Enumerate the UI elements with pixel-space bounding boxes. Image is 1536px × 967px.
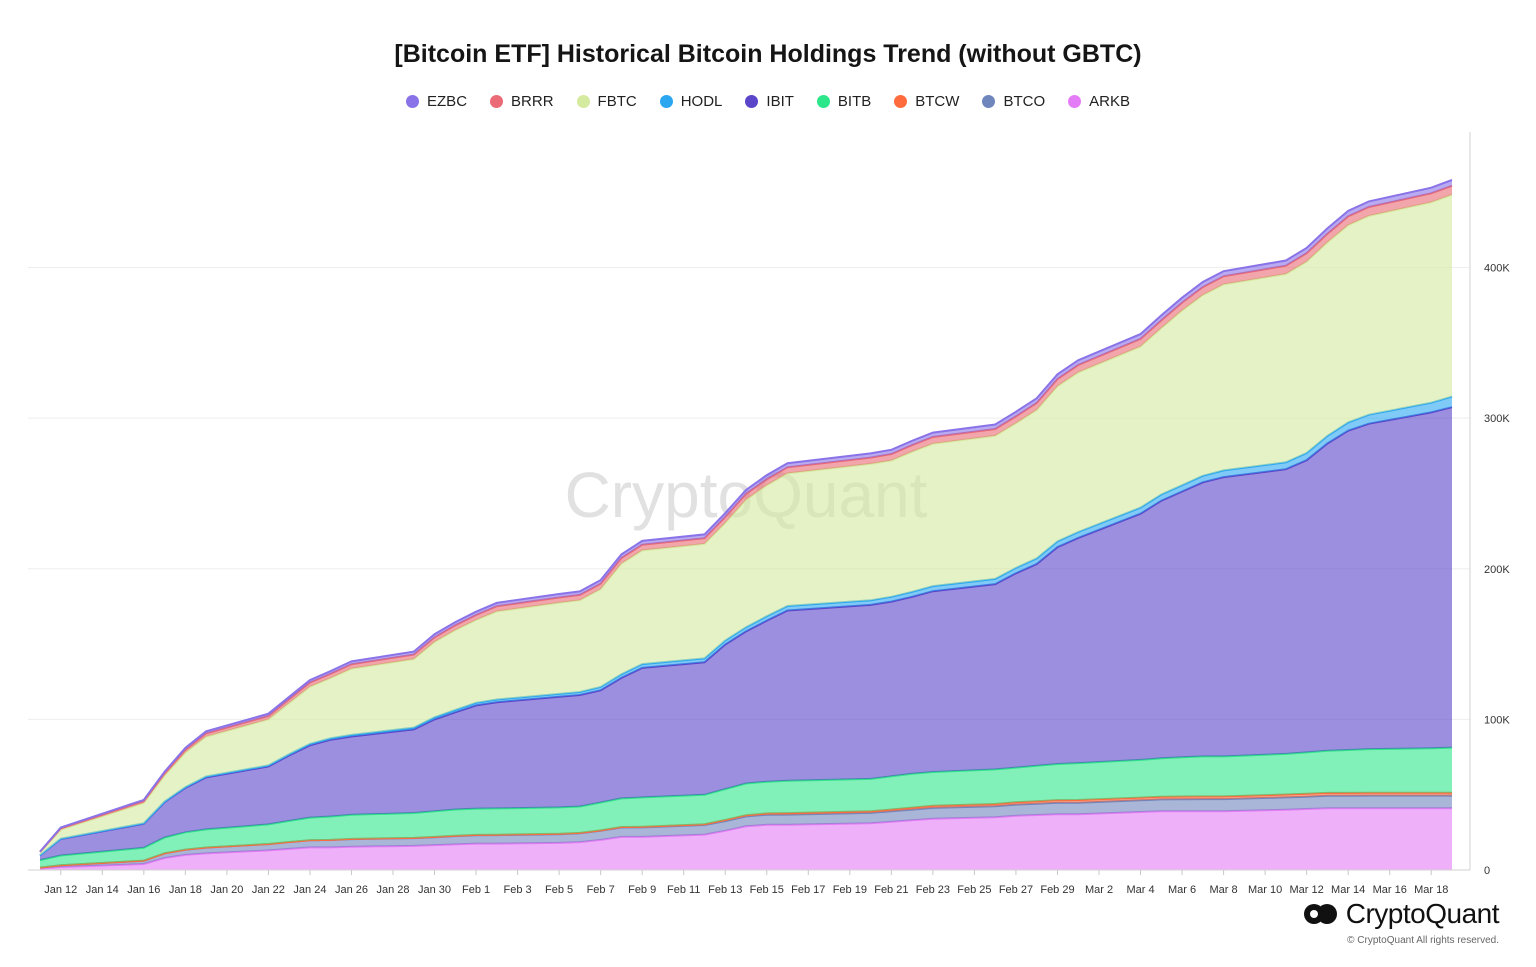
legend-item-arkb[interactable]: ARKB (1068, 93, 1130, 110)
x-tick-label: Feb 17 (791, 884, 825, 896)
x-tick-label: Feb 27 (999, 884, 1033, 896)
area-ibit[interactable] (40, 407, 1452, 861)
area-bitb[interactable] (40, 747, 1452, 868)
legend-label: EZBC (427, 93, 468, 110)
x-tick-label: Feb 3 (504, 884, 532, 896)
brand-logo[interactable]: CryptoQuant (1303, 898, 1500, 930)
x-tick-label: Jan 28 (376, 884, 409, 896)
x-tick-label: Mar 12 (1290, 884, 1324, 896)
y-tick-label: 100K (1484, 714, 1510, 726)
legend-label: BRRR (511, 93, 554, 110)
copyright: © CryptoQuant All rights reserved. (1347, 935, 1499, 946)
x-tick-label: Jan 18 (169, 884, 202, 896)
legend-swatch (745, 95, 759, 108)
legend-item-btco[interactable]: BTCO (982, 93, 1045, 110)
y-tick-label: 400K (1484, 263, 1510, 275)
legend-label: HODL (680, 93, 723, 110)
legend-label: BTCW (915, 93, 960, 110)
x-tick-label: Feb 15 (750, 884, 784, 896)
legend-label: FBTC (597, 93, 637, 110)
x-tick-label: Jan 26 (335, 884, 368, 896)
x-tick-label: Mar 14 (1331, 884, 1365, 896)
y-tick-label: 200K (1484, 564, 1510, 576)
line-ezbc (39, 179, 1453, 853)
legend-swatch (490, 95, 504, 108)
legend-label: BITB (837, 93, 872, 110)
x-tick-label: Mar 4 (1126, 884, 1154, 896)
x-tick-label: Mar 6 (1168, 884, 1196, 896)
x-tick-label: Feb 7 (587, 884, 615, 896)
area-series (39, 179, 1453, 870)
x-tick-label: Jan 22 (252, 884, 285, 896)
legend-label: IBIT (766, 93, 794, 110)
x-tick-label: Feb 1 (462, 884, 490, 896)
legend-swatch (659, 95, 673, 108)
brand-name: CryptoQuant (1345, 898, 1500, 929)
cryptoquant-logo-icon (1303, 902, 1338, 926)
x-tick-label: Feb 11 (667, 884, 700, 896)
legend-swatch (816, 95, 830, 108)
chart-title: [Bitcoin ETF] Historical Bitcoin Holding… (394, 40, 1142, 68)
area-arkb[interactable] (40, 808, 1452, 870)
legend-swatch (982, 95, 996, 108)
legend-swatch (406, 95, 420, 108)
legend-item-fbtc[interactable]: FBTC (576, 93, 637, 110)
legend-label: ARKB (1089, 93, 1130, 110)
legend-swatch (1068, 95, 1082, 108)
area-btco[interactable] (40, 795, 1452, 869)
legend-item-btcw[interactable]: BTCW (894, 93, 959, 110)
legend-item-bitb[interactable]: BITB (816, 93, 872, 110)
x-tick-label: Feb 29 (1040, 884, 1074, 896)
area-brrr[interactable] (40, 185, 1452, 853)
legend-swatch (894, 95, 908, 108)
legend-item-ibit[interactable]: IBIT (745, 93, 794, 110)
chart-legend: EZBC BRRR FBTC HODL IBIT BITB BTCW BTCO ARKB (0, 93, 1536, 110)
x-tick-label: Jan 12 (44, 884, 77, 896)
x-tick-label: Mar 2 (1085, 884, 1113, 896)
x-axis: Jan 12 Jan 14 Jan 16 Jan 18 Jan 20 Jan 22 Jan … (44, 870, 1448, 896)
x-tick-label: Feb 13 (708, 884, 742, 896)
legend-item-hodl[interactable]: HODL (659, 93, 723, 110)
x-tick-label: Mar 16 (1373, 884, 1407, 896)
x-tick-label: Feb 19 (833, 884, 867, 896)
x-tick-label: Mar 18 (1414, 884, 1448, 896)
x-tick-label: Feb 21 (874, 884, 908, 896)
y-tick-label: 0 (1484, 865, 1490, 877)
x-tick-label: Mar 8 (1210, 884, 1238, 896)
x-tick-label: Mar 10 (1248, 884, 1282, 896)
x-tick-label: Jan 14 (86, 884, 119, 896)
legend-label: BTCO (1003, 93, 1046, 110)
legend-item-brrr[interactable]: BRRR (490, 93, 554, 110)
area-ezbc[interactable] (40, 180, 1452, 852)
legend-item-ezbc[interactable]: EZBC (406, 93, 467, 110)
x-tick-label: Feb 5 (545, 884, 573, 896)
legend-swatch (576, 95, 590, 108)
y-tick-label: 300K (1484, 413, 1510, 425)
x-tick-label: Jan 24 (293, 884, 326, 896)
y-axis: 0 100K 200K 300K 400K (1484, 263, 1510, 877)
x-tick-label: Jan 20 (210, 884, 243, 896)
x-tick-label: Feb 9 (628, 884, 656, 896)
area-fbtc[interactable] (40, 194, 1452, 856)
x-tick-label: Jan 30 (418, 884, 451, 896)
x-tick-label: Jan 16 (127, 884, 160, 896)
x-tick-label: Feb 25 (957, 884, 991, 896)
x-tick-label: Feb 23 (916, 884, 950, 896)
